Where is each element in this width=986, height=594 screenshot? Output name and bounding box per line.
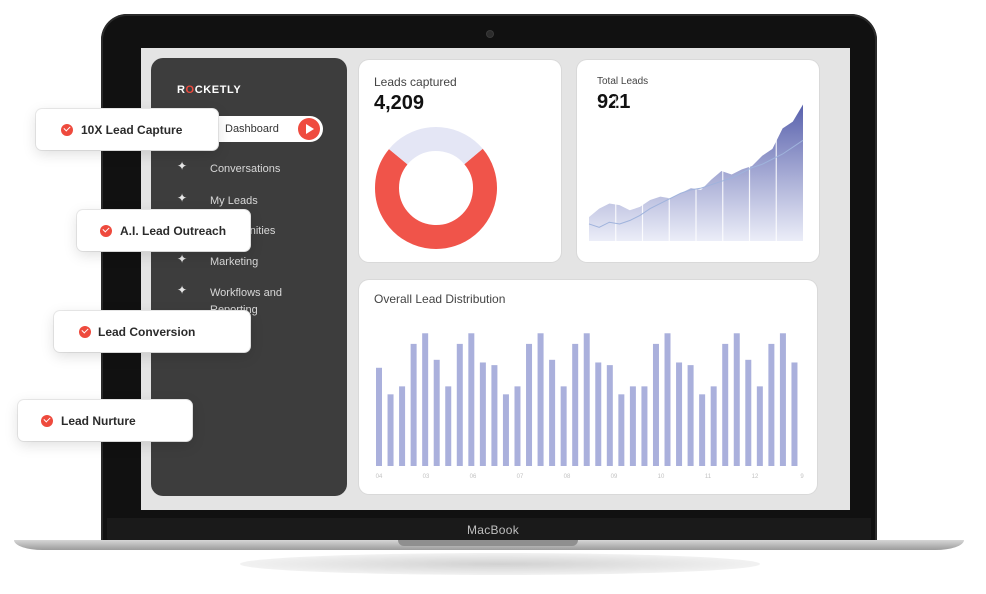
app-screen: ROCKETLY Dashboard ✦ Conversations ✦ My … [141, 48, 850, 510]
bar [560, 386, 567, 466]
bar [433, 359, 440, 466]
check-icon [61, 123, 73, 136]
bar [722, 343, 729, 466]
bar [664, 333, 671, 466]
total-leads-card: Total Leads 921 [577, 60, 819, 262]
bar [583, 333, 590, 466]
sparkle-icon: ✦ [177, 252, 188, 266]
bar [456, 343, 463, 466]
bar [549, 359, 556, 466]
play-icon[interactable] [298, 118, 320, 140]
check-icon [79, 325, 91, 338]
bar [526, 343, 533, 466]
feature-pill-lead-outreach: A.I. Lead Outreach [77, 210, 250, 251]
bar [710, 386, 717, 466]
check-icon [41, 414, 53, 427]
camera-icon [487, 31, 493, 37]
bar [502, 394, 509, 466]
device-label: MacBook [466, 523, 520, 537]
laptop-notch [398, 540, 578, 546]
distribution-card: Overall Lead Distribution 04 03 06 07 08 09 10… [359, 280, 817, 494]
line-series-1 [588, 139, 804, 228]
x-tick-label: 9 [800, 474, 804, 480]
bar [422, 333, 429, 466]
logo: ROCKETLY [177, 84, 242, 96]
bar [537, 333, 544, 466]
bar [768, 343, 775, 466]
bar [652, 343, 659, 466]
bar [572, 343, 579, 466]
sidebar-item-label: My Leads [210, 195, 258, 207]
leads-donut-chart [375, 127, 497, 249]
laptop-shadow [240, 553, 760, 575]
x-tick-label: 11 [705, 474, 712, 480]
check-icon [100, 224, 112, 237]
bar [641, 386, 648, 466]
feature-pill-lead-conversion: Lead Conversion [54, 311, 250, 352]
bar [595, 362, 602, 466]
x-tick-label: 10 [658, 474, 665, 480]
x-tick-label: 07 [517, 474, 524, 480]
sidebar-item-label: Conversations [210, 163, 281, 175]
bar [376, 367, 382, 466]
feature-pill-lead-capture: 10X Lead Capture [36, 109, 218, 150]
bar [479, 362, 486, 466]
x-tick-label: 03 [423, 474, 430, 480]
sparkle-icon: ✦ [177, 191, 188, 205]
feature-label: Lead Nurture [61, 413, 136, 428]
bar [687, 365, 694, 466]
bar [468, 333, 475, 466]
card-title: Leads captured [374, 75, 457, 89]
x-tick-label: 08 [564, 474, 571, 480]
sidebar-item-label: Dashboard [225, 123, 279, 135]
bar [387, 394, 394, 466]
feature-label: Lead Conversion [98, 324, 196, 339]
bar [699, 394, 706, 466]
feature-label: 10X Lead Capture [81, 122, 183, 137]
x-tick-label: 04 [376, 474, 383, 480]
bar [779, 333, 786, 466]
x-tick-label: 09 [611, 474, 618, 480]
distribution-bar-chart: 04 03 06 07 08 09 10 11 12 9 [376, 333, 804, 480]
card-title: Total Leads [597, 76, 649, 87]
total-leads-value: 921 [597, 91, 631, 113]
sparkle-icon: ✦ [177, 159, 188, 173]
donut-slice-1 [375, 127, 497, 249]
feature-label: A.I. Lead Outreach [120, 223, 227, 238]
bar [756, 386, 763, 466]
bar [606, 365, 613, 466]
sidebar-item-label: Workflows and [210, 287, 282, 299]
bar [791, 362, 798, 466]
card-title: Overall Lead Distribution [374, 292, 506, 306]
x-tick-label: 06 [470, 474, 477, 480]
bar [745, 359, 752, 466]
laptop-chin [107, 518, 871, 542]
bar [491, 365, 498, 466]
sparkle-icon: ✦ [177, 283, 188, 297]
bar [618, 394, 625, 466]
bar [445, 386, 452, 466]
sidebar-item-label: Marketing [210, 256, 259, 268]
x-tick-label: 12 [752, 474, 759, 480]
total-leads-area-chart [588, 96, 804, 241]
leads-captured-card: Leads captured 4,209 [359, 60, 561, 262]
feature-pill-lead-nurture: Lead Nurture [18, 400, 192, 441]
bar [733, 333, 740, 466]
bar [629, 386, 636, 466]
bar [410, 343, 417, 466]
bar [514, 386, 521, 466]
bar [676, 362, 683, 466]
bar [399, 386, 406, 466]
leads-captured-value: 4,209 [374, 92, 425, 114]
